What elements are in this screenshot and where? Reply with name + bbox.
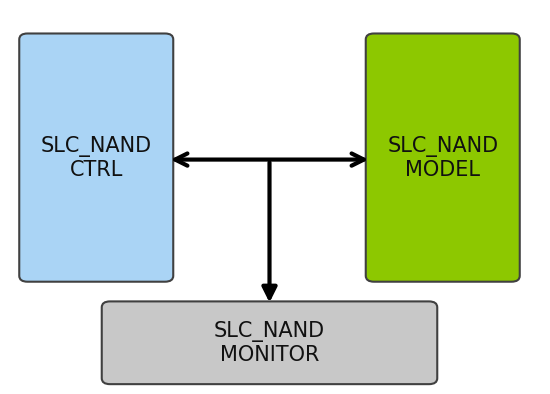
FancyBboxPatch shape (102, 301, 437, 384)
Text: SLC_NAND
MONITOR: SLC_NAND MONITOR (214, 321, 325, 365)
FancyBboxPatch shape (366, 33, 520, 282)
FancyBboxPatch shape (19, 33, 173, 282)
Text: SLC_NAND
MODEL: SLC_NAND MODEL (387, 136, 498, 180)
Text: SLC_NAND
CTRL: SLC_NAND CTRL (41, 136, 152, 180)
